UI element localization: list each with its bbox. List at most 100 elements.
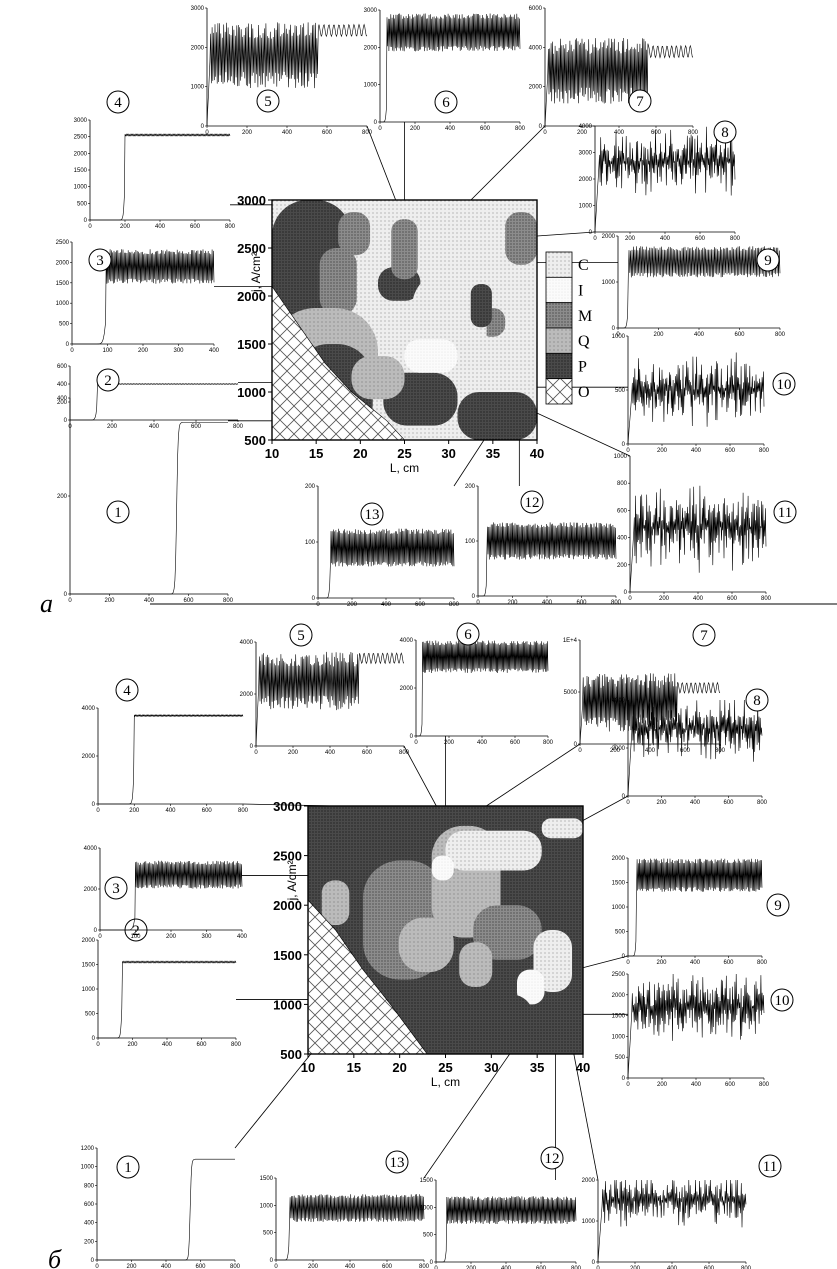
inset-x-tick-label: 800 (231, 1042, 242, 1048)
inset-y-tick-label: 0 (612, 326, 616, 332)
inset-x-tick-label: 800 (571, 1266, 582, 1269)
map-y-tick-label: 2500 (273, 849, 302, 864)
inset-y-tick-label: 0 (66, 342, 70, 348)
panel-b: 10 15 20 25 30 35 4050010001500200025003000L, … (81, 622, 794, 1269)
inset-y-tick-label: 1000 (74, 185, 88, 191)
inset-y-tick-label: 1500 (74, 168, 88, 174)
inset-series-line (594, 126, 736, 233)
map-x-tick-label: 35 (530, 1060, 544, 1075)
inset-y-tick-label: 0 (622, 442, 626, 448)
map-y-label: j, A/cm² (285, 860, 299, 901)
map-y-tick-label: 500 (244, 433, 266, 448)
inset-x-tick-label: 600 (725, 1082, 736, 1088)
connector-line-13 (423, 1053, 510, 1179)
inset-x-tick-label: 0 (543, 130, 547, 136)
inset-x-tick-label: 200 (625, 236, 636, 242)
inset-series-line (416, 640, 549, 737)
inset-y-tick-label: 200 (57, 400, 68, 406)
inset-series-line (98, 960, 237, 1039)
inset-y-tick-label: 400 (57, 382, 68, 388)
inset-x-tick-label: 200 (656, 800, 667, 806)
inset-y-tick-label: 2000 (191, 45, 205, 51)
inset-number-circle (96, 368, 120, 392)
inset-x-tick-label: 800 (543, 740, 554, 746)
inset-x-tick-label: 0 (578, 748, 582, 754)
inset-y-tick-label: 0 (624, 590, 628, 596)
inset-x-tick-label: 400 (691, 1082, 702, 1088)
inset-x-tick-label: 400 (693, 596, 704, 602)
inset-y-tick-label: 400 (57, 396, 68, 402)
inset-x-tick-label: 0 (626, 1082, 630, 1088)
map-region-I (404, 339, 458, 373)
inset-x-tick-label: 200 (466, 1266, 477, 1269)
inset-x-tick-label: 800 (419, 1264, 430, 1269)
inset-y-tick-label: 2000 (529, 85, 543, 91)
inset-y-tick-label: 0 (250, 744, 254, 750)
inset-number-circle (256, 89, 280, 113)
inset-x-tick-label: 200 (127, 1042, 138, 1048)
inset-11: 0 200 400 600 800 0 200 400 600 800 1000 11 (614, 454, 797, 602)
inset-number-label: 13 (365, 507, 380, 523)
map-x-tick-label: 35 (486, 446, 500, 461)
inset-y-tick-label: 2000 (612, 993, 626, 999)
inset-y-tick-label: 5000 (564, 690, 578, 696)
inset-8: 0 200 400 600 800 0 2000 4000 8 (612, 688, 769, 806)
inset-x-tick-label: 200 (630, 1266, 641, 1269)
inset-y-tick-label: 600 (57, 364, 68, 370)
inset-x-tick-label: 600 (190, 224, 201, 230)
inset-y-tick-label: 1000 (56, 301, 70, 307)
inset-number-label: 3 (112, 881, 120, 897)
inset-y-tick-label: 2000 (612, 856, 626, 862)
inset-x-tick-label: 400 (501, 1266, 512, 1269)
inset-x-tick-label: 200 (410, 126, 421, 132)
inset-x-tick-label: 0 (95, 1264, 99, 1269)
legend-swatch-Q (545, 327, 573, 354)
inset-x-tick-label: 0 (596, 1266, 600, 1269)
inset-x-tick-label: 400 (345, 1264, 356, 1269)
inset-y-tick-label: 2000 (602, 234, 616, 240)
inset-series-line (318, 528, 455, 599)
inset-y-tick-label: 4000 (400, 638, 414, 644)
inset-x-tick-label: 400 (325, 750, 336, 756)
inset-x-tick-label: 200 (242, 130, 253, 136)
map-x-tick-label: 15 (309, 446, 323, 461)
inset-number-circle (628, 89, 652, 113)
inset-y-tick-label: 500 (263, 1231, 274, 1237)
inset-series-line (436, 1196, 577, 1263)
legend-swatch-M (545, 302, 573, 329)
inset-y-tick-label: 0 (472, 594, 476, 600)
inset-5: 0 200 400 600 800 0 1000 2000 3000 5 (191, 6, 373, 136)
inset-series-line (90, 133, 231, 221)
map-x-tick-label: 40 (576, 1060, 590, 1075)
inset-y-tick-label: 1000 (82, 987, 96, 993)
inset-y-tick-label: 2000 (240, 692, 254, 698)
inset-number-label: 6 (464, 627, 472, 643)
inset-y-tick-label: 0 (430, 1260, 434, 1266)
inset-y-tick-label: 400 (84, 1221, 95, 1227)
inset-y-tick-label: 3000 (74, 118, 88, 124)
inset-x-tick-label: 200 (129, 808, 140, 814)
inset-number-label: 10 (775, 993, 790, 1009)
inset-x-tick-label: 600 (202, 808, 213, 814)
map-regions (308, 806, 583, 1054)
legend-swatch-O (545, 378, 573, 405)
inset-number-circle (540, 1146, 564, 1170)
inset-x-tick-label: 800 (225, 224, 236, 230)
inset-y-tick-label: 1500 (420, 1178, 434, 1184)
map-region-M (505, 212, 537, 265)
inset-x-tick-label: 600 (195, 1264, 206, 1269)
inset-x-tick-label: 200 (104, 598, 115, 604)
inset-x-tick-label: 400 (161, 1264, 172, 1269)
inset-x-tick-label: 600 (576, 600, 587, 606)
connector-line-1 (234, 1045, 318, 1149)
inset-x-tick-label: 0 (626, 960, 630, 966)
inset-x-tick-label: 200 (507, 600, 518, 606)
inset-x-tick-label: 300 (201, 934, 212, 940)
connector-line-5 (403, 745, 437, 807)
map-x-tick-label: 10 (265, 446, 279, 461)
inset-x-tick-label: 200 (657, 448, 668, 454)
inset-series-line (627, 699, 763, 797)
inset-y-tick-label: 1E+4 (563, 638, 578, 644)
